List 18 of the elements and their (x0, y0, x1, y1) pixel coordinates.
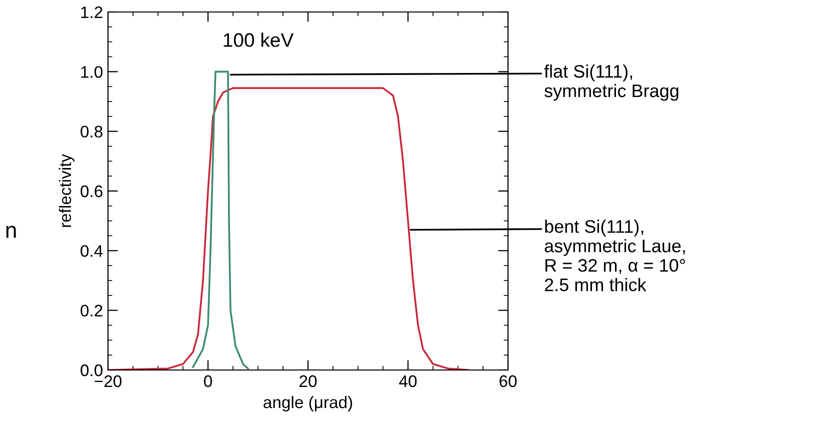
x-tick-label: 20 (300, 375, 317, 388)
annotation: 100 keV (224, 32, 294, 47)
text: n (6, 226, 16, 238)
y-tick-label: 0.6 (80, 185, 102, 198)
x-tick-label: 0 (204, 375, 212, 388)
y-tick-label: 0.0 (80, 364, 102, 376)
x-tick-label: −20 (94, 375, 122, 388)
annotation: bent Si(111), asymmetric Laue, R = 32 m, α = 10° 2.5 mm thick (544, 220, 686, 292)
y-tick-label: 0.4 (80, 245, 103, 257)
y-tick-label: 0.2 (80, 304, 102, 317)
annotation: flat Si(111), symmetric Bragg (544, 64, 678, 101)
x-tick-label: 40 (399, 375, 417, 388)
x-axis-title: angle (μrad) (264, 396, 352, 412)
x-tick-label: 60 (500, 375, 517, 388)
y-tick-label: 1.0 (81, 66, 102, 78)
y-tick-label: 0.8 (80, 126, 102, 138)
y-tick-label: 1.2 (81, 6, 102, 18)
y-axis-title: reflectivity (58, 154, 74, 227)
